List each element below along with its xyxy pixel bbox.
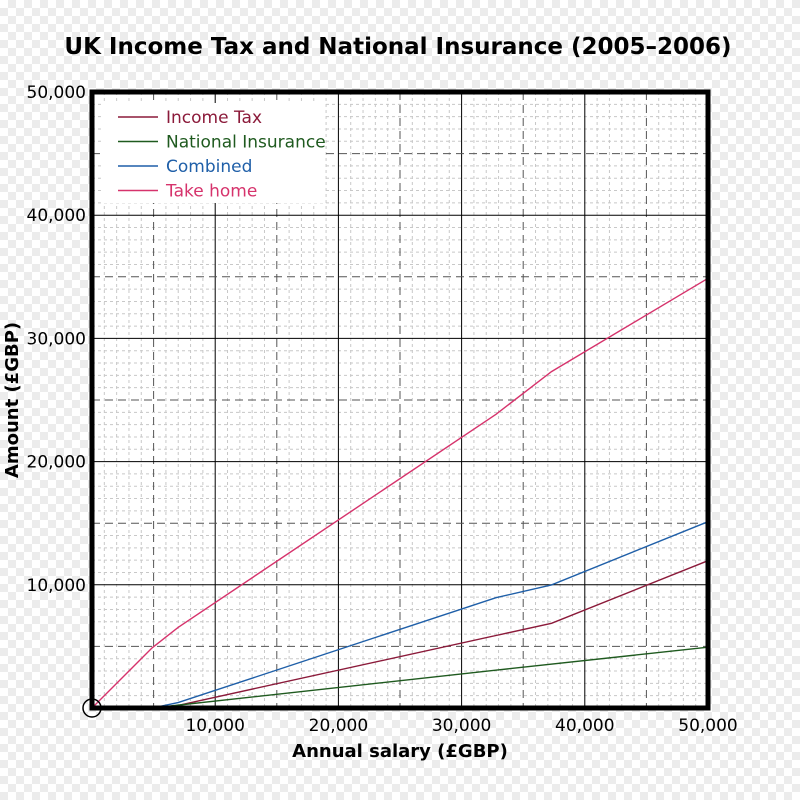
y-tick-label: 20,000 [27, 453, 86, 473]
legend-label: National Insurance [166, 133, 326, 153]
y-tick-labels: 10,000 20,000 30,000 40,000 50,000 [27, 83, 86, 596]
x-tick-label: 40,000 [555, 716, 614, 736]
x-tick-labels: 10,000 20,000 30,000 40,000 50,000 [185, 716, 737, 736]
x-tick-label: 10,000 [185, 716, 244, 736]
plot-frame [89, 89, 711, 711]
y-tick-label: 10,000 [27, 576, 86, 596]
chart-title: UK Income Tax and National Insurance (20… [64, 34, 731, 60]
x-axis-label: Annual salary (£GBP) [292, 741, 508, 762]
y-tick-label: 50,000 [27, 83, 86, 103]
y-tick-label: 40,000 [27, 206, 86, 226]
y-tick-label: 30,000 [27, 329, 86, 349]
x-tick-label: 50,000 [678, 716, 737, 736]
legend-label: Take home [165, 182, 257, 202]
x-tick-label: 20,000 [309, 716, 368, 736]
legend-label: Combined [166, 157, 252, 177]
legend: Income Tax National Insurance Combined Take… [103, 103, 326, 203]
legend-label: Income Tax [166, 108, 262, 128]
legend-box [103, 103, 325, 203]
y-axis-label: Amount (£GBP) [2, 322, 23, 478]
series-line [91, 277, 709, 709]
major-grid [92, 92, 708, 708]
x-tick-label: 30,000 [432, 716, 491, 736]
origin-marker [82, 698, 102, 718]
